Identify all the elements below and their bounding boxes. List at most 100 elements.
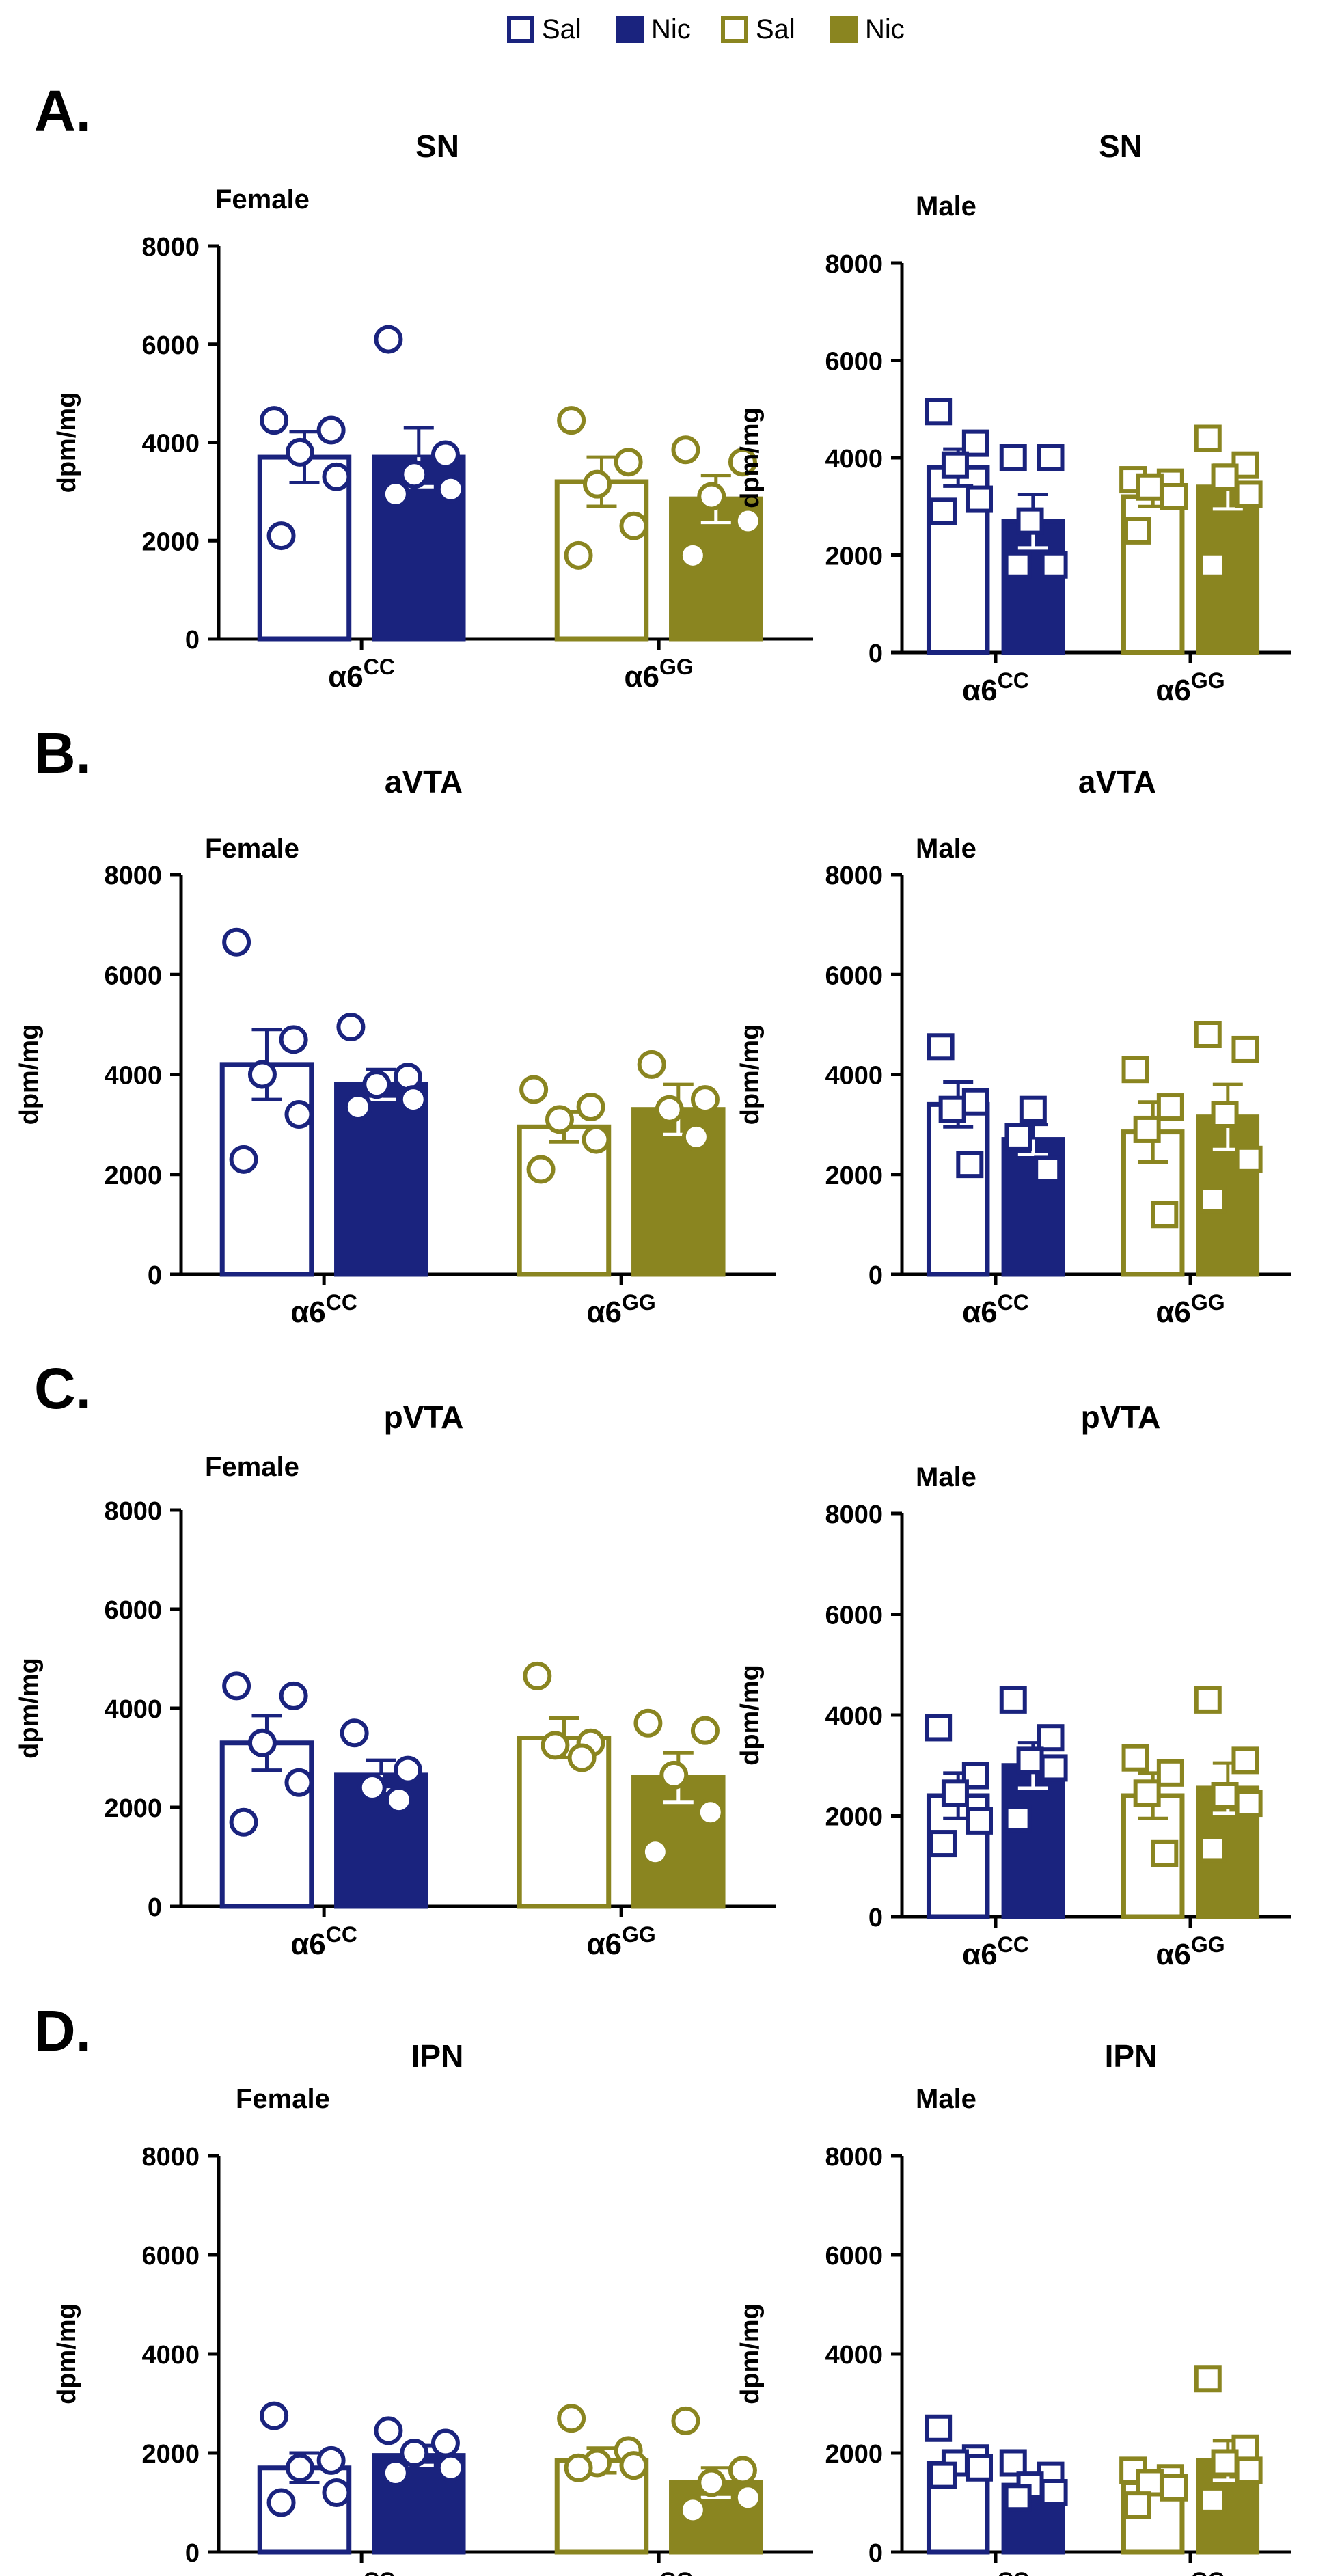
y-tick-label: 4000 xyxy=(825,1702,883,1731)
data-point xyxy=(247,1728,277,1757)
data-point xyxy=(1194,1686,1222,1714)
data-point xyxy=(697,2468,726,2497)
y-tick-label: 0 xyxy=(185,626,200,655)
y-tick-label: 0 xyxy=(148,1893,162,1922)
data-point xyxy=(1121,1056,1149,1084)
data-point xyxy=(1034,1155,1062,1183)
x-tick-label: α6CC xyxy=(328,655,395,694)
data-point xyxy=(582,469,612,499)
data-point xyxy=(557,406,586,435)
data-point xyxy=(1194,424,1222,452)
data-point xyxy=(690,1716,720,1745)
y-tick-label: 6000 xyxy=(141,2242,200,2271)
data-point xyxy=(640,1837,670,1867)
data-point xyxy=(1151,1201,1179,1229)
x-tick-label: α6GG xyxy=(586,1290,655,1329)
data-point xyxy=(381,479,410,508)
data-point xyxy=(557,2404,586,2433)
data-point xyxy=(284,1100,314,1129)
x-tick-label: α6CC xyxy=(962,2568,1029,2576)
data-point xyxy=(961,1088,989,1116)
data-point xyxy=(1016,507,1044,535)
data-point xyxy=(1040,1754,1068,1782)
data-point xyxy=(999,444,1027,471)
data-point xyxy=(393,1755,422,1785)
data-point xyxy=(678,540,707,570)
data-point xyxy=(1235,1790,1263,1818)
data-point xyxy=(229,1807,258,1837)
data-point xyxy=(1004,551,1032,579)
x-tick-label: α6CC xyxy=(962,1932,1029,1971)
chart-title: pVTA xyxy=(1081,1399,1161,1435)
data-point xyxy=(526,1155,556,1184)
x-tick-label: α6CC xyxy=(328,2568,395,2576)
data-point xyxy=(564,540,593,570)
x-tick-label: α6GG xyxy=(624,2568,693,2576)
y-tick-label: 8000 xyxy=(141,2143,200,2171)
data-point xyxy=(1211,463,1239,491)
y-tick-label: 0 xyxy=(185,2539,200,2568)
data-point xyxy=(929,497,957,525)
data-point xyxy=(398,1085,428,1114)
data-point xyxy=(430,440,460,469)
y-tick-label: 2000 xyxy=(825,1803,883,1832)
chart-subtitle: Female xyxy=(205,1452,299,1482)
data-point xyxy=(285,2453,314,2482)
data-point xyxy=(541,1731,570,1760)
data-point xyxy=(1211,1101,1239,1128)
y-tick-label: 4000 xyxy=(141,2341,200,2370)
data-point xyxy=(690,1085,720,1114)
data-point xyxy=(1235,480,1263,508)
data-point xyxy=(519,1075,549,1104)
data-point xyxy=(1151,1839,1179,1867)
data-point xyxy=(733,2483,763,2512)
data-point xyxy=(222,1671,251,1701)
data-point xyxy=(925,2414,953,2442)
data-point xyxy=(1231,1035,1259,1063)
legend-swatch xyxy=(616,16,644,43)
chart-title: SN xyxy=(415,128,459,164)
data-point xyxy=(343,1093,372,1122)
chart-subtitle: Female xyxy=(215,184,310,215)
chart-subtitle: Male xyxy=(916,191,976,221)
data-point xyxy=(436,2453,465,2482)
y-tick-label: 6000 xyxy=(825,348,883,376)
legend-swatch xyxy=(507,16,534,43)
data-point xyxy=(1123,517,1151,545)
chart-title: pVTA xyxy=(384,1399,464,1435)
y-tick-label: 6000 xyxy=(104,1596,162,1625)
data-point xyxy=(1004,1805,1032,1833)
data-point xyxy=(260,2401,289,2430)
data-point xyxy=(400,460,429,489)
y-tick-label: 6000 xyxy=(825,2242,883,2271)
data-point xyxy=(1160,2474,1188,2502)
data-point xyxy=(545,1105,574,1134)
chart-title: aVTA xyxy=(385,764,463,799)
data-point xyxy=(1019,1095,1047,1123)
chart-title: IPN xyxy=(1105,2038,1158,2074)
data-point xyxy=(965,1807,993,1835)
y-tick-label: 8000 xyxy=(104,862,162,890)
y-axis-label: dpm/mg xyxy=(53,392,81,493)
data-point xyxy=(1004,1123,1032,1151)
data-point xyxy=(678,2495,707,2525)
data-point xyxy=(1231,1746,1259,1775)
chart-title: aVTA xyxy=(1078,764,1156,799)
data-point xyxy=(1156,1093,1184,1121)
x-tick-label: α6CC xyxy=(962,1290,1029,1329)
data-point xyxy=(927,1033,955,1061)
data-point xyxy=(728,448,757,477)
y-tick-label: 4000 xyxy=(104,1062,162,1091)
data-point xyxy=(1235,2456,1263,2484)
data-point xyxy=(1133,1115,1161,1143)
data-point xyxy=(322,2478,351,2507)
data-point xyxy=(925,398,953,426)
x-tick-label: α6GG xyxy=(1155,2568,1225,2576)
data-point xyxy=(436,474,465,504)
data-point xyxy=(322,462,351,491)
panel-letter-b: B. xyxy=(34,721,92,785)
data-point xyxy=(582,1125,611,1154)
legend-label: Nic xyxy=(865,14,905,44)
